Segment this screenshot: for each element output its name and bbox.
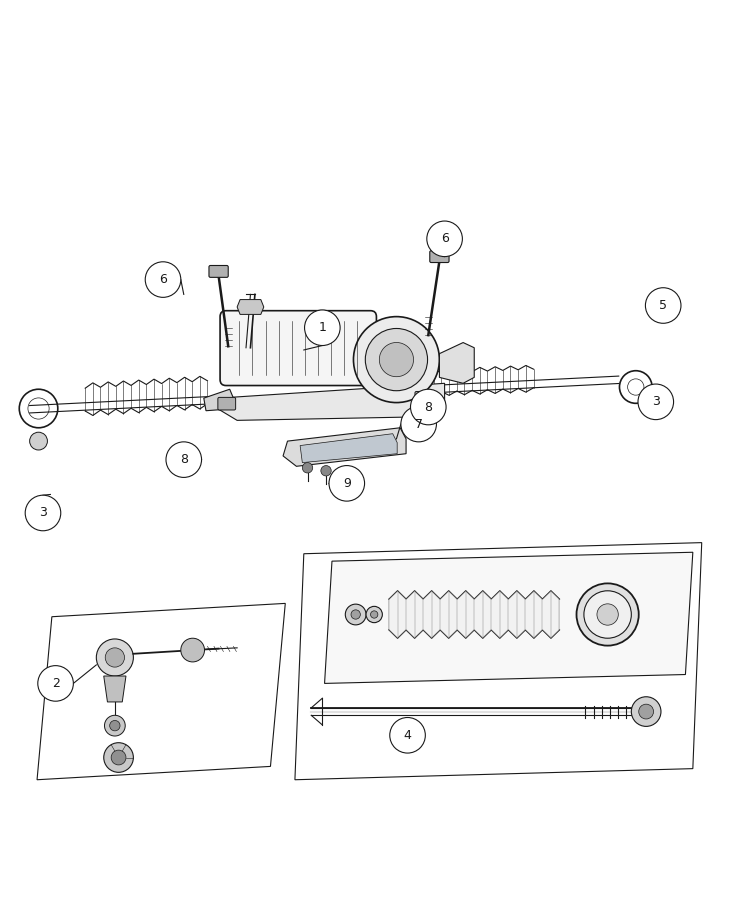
Circle shape xyxy=(145,262,181,297)
Circle shape xyxy=(427,221,462,256)
Circle shape xyxy=(345,604,366,625)
Circle shape xyxy=(30,432,47,450)
Polygon shape xyxy=(325,553,693,683)
Circle shape xyxy=(166,442,202,477)
Circle shape xyxy=(645,288,681,323)
Circle shape xyxy=(353,317,439,402)
Circle shape xyxy=(104,742,133,772)
FancyBboxPatch shape xyxy=(218,398,236,410)
Circle shape xyxy=(631,697,661,726)
Polygon shape xyxy=(219,383,445,420)
Circle shape xyxy=(366,607,382,623)
Circle shape xyxy=(329,465,365,501)
Circle shape xyxy=(370,611,378,618)
Circle shape xyxy=(111,750,126,765)
Circle shape xyxy=(38,666,73,701)
Circle shape xyxy=(105,648,124,667)
Text: 5: 5 xyxy=(659,299,667,312)
FancyBboxPatch shape xyxy=(430,251,449,263)
Circle shape xyxy=(638,384,674,419)
Circle shape xyxy=(576,583,639,645)
Text: 8: 8 xyxy=(425,400,432,413)
Text: 1: 1 xyxy=(319,321,326,334)
FancyBboxPatch shape xyxy=(220,310,376,385)
Circle shape xyxy=(401,406,436,442)
Text: 8: 8 xyxy=(180,453,187,466)
FancyBboxPatch shape xyxy=(415,392,431,402)
Text: 9: 9 xyxy=(343,477,350,490)
Circle shape xyxy=(302,463,313,473)
Polygon shape xyxy=(104,676,126,702)
Circle shape xyxy=(305,310,340,346)
Text: 7: 7 xyxy=(415,418,422,430)
Circle shape xyxy=(104,716,125,736)
Circle shape xyxy=(110,721,120,731)
FancyBboxPatch shape xyxy=(209,266,228,277)
Circle shape xyxy=(584,590,631,638)
Circle shape xyxy=(321,465,331,476)
Polygon shape xyxy=(204,389,233,410)
Text: 4: 4 xyxy=(404,729,411,742)
Circle shape xyxy=(181,638,205,662)
Circle shape xyxy=(597,604,618,626)
Circle shape xyxy=(365,328,428,391)
Polygon shape xyxy=(283,428,406,466)
Polygon shape xyxy=(439,343,474,383)
Polygon shape xyxy=(389,590,559,638)
Circle shape xyxy=(390,717,425,753)
Circle shape xyxy=(379,343,413,377)
Circle shape xyxy=(25,495,61,531)
Text: 6: 6 xyxy=(159,273,167,286)
Text: 3: 3 xyxy=(652,395,659,409)
Circle shape xyxy=(639,704,654,719)
Circle shape xyxy=(96,639,133,676)
Polygon shape xyxy=(300,434,397,463)
Circle shape xyxy=(351,610,360,619)
Circle shape xyxy=(411,389,446,425)
Polygon shape xyxy=(237,300,264,314)
Polygon shape xyxy=(295,543,702,779)
Text: 2: 2 xyxy=(52,677,59,690)
Polygon shape xyxy=(37,603,285,779)
Text: 3: 3 xyxy=(39,507,47,519)
Text: 6: 6 xyxy=(441,232,448,246)
